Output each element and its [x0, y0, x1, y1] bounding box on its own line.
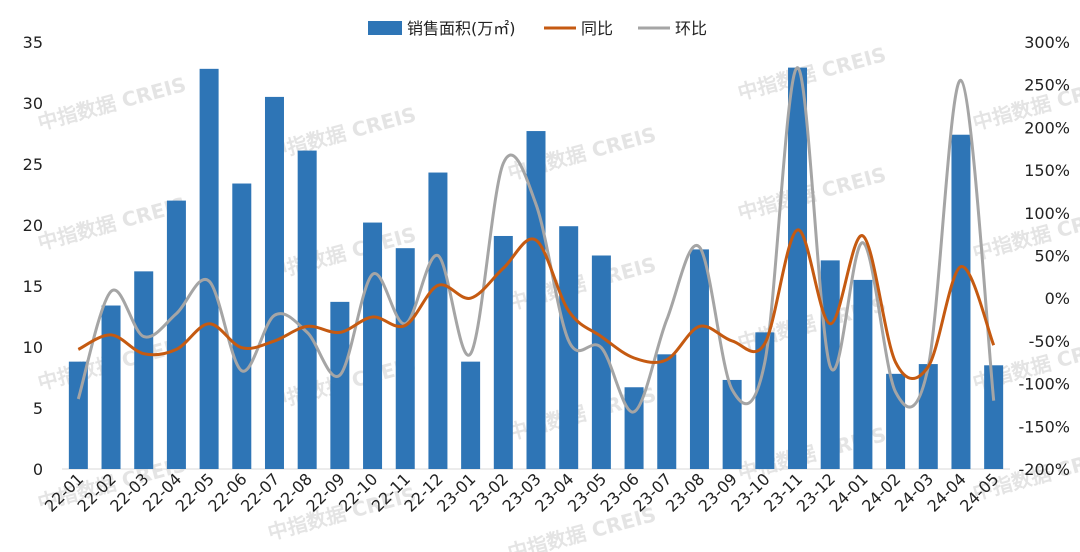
right-tick-label: 0% [1045, 289, 1070, 308]
right-tick-label: 150% [1024, 161, 1070, 180]
legend-label-mom: 环比 [675, 19, 707, 38]
bar-24-03 [918, 364, 938, 469]
right-tick-label: 50% [1034, 247, 1070, 266]
watermark-text: 中指数据 CREIS [265, 102, 419, 165]
bar-22-03 [134, 271, 154, 469]
bar-22-01 [68, 361, 88, 469]
right-tick-label: -150% [1018, 417, 1070, 436]
watermark-text: 中指数据 CREIS [35, 192, 189, 255]
line-series [76, 66, 996, 414]
bar-24-05 [984, 365, 1004, 469]
watermark-text: 中指数据 CREIS [265, 222, 419, 285]
line-yoy [77, 228, 996, 381]
bar-24-02 [886, 373, 906, 469]
legend-label-yoy: 同比 [581, 19, 613, 38]
bar-23-01 [461, 361, 481, 469]
bar-22-05 [199, 68, 219, 469]
right-tick-label: 250% [1024, 76, 1070, 95]
bar-23-02 [493, 235, 513, 469]
left-axis: 0 5 10 15 20 25 30 35 [23, 33, 43, 479]
left-tick-label: 35 [23, 33, 43, 52]
right-tick-label: -200% [1018, 460, 1070, 479]
right-tick-label: 200% [1024, 118, 1070, 137]
bar-22-11 [395, 248, 415, 469]
left-tick-label: 25 [23, 155, 43, 174]
bar-series [68, 67, 1004, 470]
left-tick-label: 10 [23, 338, 43, 357]
legend-swatch-bar [368, 21, 402, 35]
legend: 销售面积(万㎡) 同比 环比 [368, 19, 707, 38]
left-tick-label: 15 [23, 277, 43, 296]
bar-22-12 [428, 172, 448, 470]
x-axis: 22-0122-0222-0322-0422-0522-0622-0722-08… [41, 469, 1003, 515]
bar-23-05 [591, 255, 611, 469]
bar-22-10 [363, 222, 383, 469]
right-axis: -200% -150% -100% -50% 0% 50% 100% 150% 200% 250%… [1018, 33, 1070, 479]
bar-22-06 [232, 183, 252, 469]
legend-label-bar: 销售面积(万㎡) [407, 19, 516, 38]
bar-23-11 [788, 67, 808, 470]
bar-23-08 [689, 249, 709, 469]
watermark-text: 中指数据 CREIS [735, 42, 889, 105]
left-tick-label: 30 [23, 94, 43, 113]
bar-23-09 [722, 379, 742, 469]
right-tick-label: -100% [1018, 375, 1070, 394]
bar-22-04 [166, 200, 186, 469]
bar-24-04 [951, 134, 971, 469]
bar-23-10 [755, 332, 775, 469]
right-tick-label: 100% [1024, 204, 1070, 223]
right-tick-label: 300% [1024, 33, 1070, 52]
left-tick-label: 0 [33, 460, 43, 479]
bar-23-03 [526, 131, 546, 469]
bar-24-01 [853, 279, 873, 469]
bar-22-08 [297, 150, 317, 469]
left-tick-label: 5 [33, 399, 43, 418]
line-mom [76, 66, 996, 414]
right-tick-label: -50% [1029, 332, 1070, 351]
bar-22-02 [101, 305, 121, 469]
bar-23-07 [657, 354, 677, 469]
left-tick-label: 20 [23, 216, 43, 235]
bar-23-04 [559, 226, 579, 469]
bar-22-09 [330, 301, 350, 469]
bar-22-07 [264, 96, 284, 470]
watermark-text: 中指数据 CREIS [35, 72, 189, 135]
